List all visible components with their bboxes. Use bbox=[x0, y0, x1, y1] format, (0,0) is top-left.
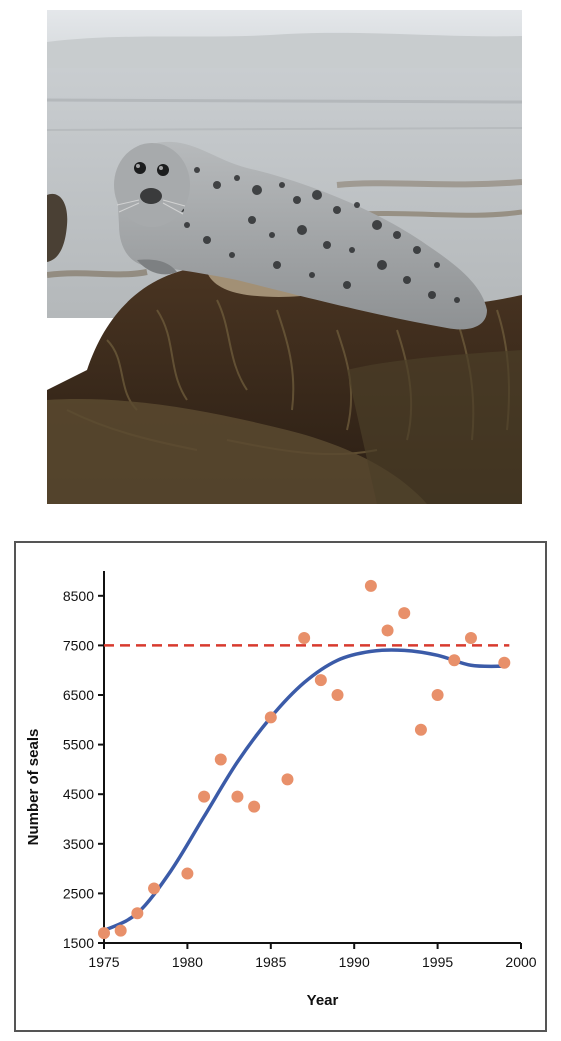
x-tick-label: 1995 bbox=[422, 954, 453, 970]
data-point bbox=[114, 924, 127, 937]
seal-body bbox=[117, 141, 487, 330]
y-tick-label: 3500 bbox=[63, 836, 94, 852]
chart-axes bbox=[103, 571, 521, 944]
x-axis-title: Year bbox=[307, 992, 339, 1009]
data-point bbox=[281, 773, 294, 786]
data-points-layer bbox=[98, 579, 511, 940]
data-point bbox=[248, 800, 261, 813]
y-tick-label: 2500 bbox=[63, 885, 94, 901]
x-axis-ticks: 1975 1980 1985 1990 1995 2000 bbox=[88, 943, 537, 970]
data-point bbox=[398, 607, 411, 620]
data-point bbox=[364, 579, 377, 592]
fitted-curve bbox=[102, 648, 507, 933]
data-point bbox=[381, 624, 394, 637]
data-point bbox=[231, 790, 244, 803]
data-point bbox=[198, 790, 211, 803]
seal-nose bbox=[140, 188, 162, 204]
y-axis-title: Number of seals bbox=[25, 729, 42, 846]
data-point bbox=[298, 631, 311, 644]
data-point bbox=[148, 882, 161, 895]
y-tick-label: 7500 bbox=[63, 637, 94, 653]
data-point bbox=[331, 689, 344, 701]
x-tick-label: 1980 bbox=[172, 954, 203, 970]
data-point bbox=[448, 654, 461, 667]
data-point bbox=[214, 753, 227, 766]
data-point bbox=[131, 907, 144, 920]
y-tick-label: 5500 bbox=[63, 737, 94, 753]
data-point bbox=[498, 656, 511, 669]
seal-photo-art bbox=[47, 10, 522, 504]
seal-eye-right bbox=[157, 164, 169, 176]
y-axis-ticks: 1500 2500 3500 4500 5500 6500 7500 8500 bbox=[63, 588, 104, 951]
chart-frame: 1500 2500 3500 4500 5500 6500 7500 8500 1975 198… bbox=[14, 541, 547, 1032]
seal-eye-left bbox=[134, 162, 146, 174]
data-point bbox=[431, 689, 444, 701]
x-tick-label: 1990 bbox=[339, 954, 370, 970]
data-point bbox=[414, 723, 427, 736]
data-point bbox=[464, 631, 477, 644]
distant-shore bbox=[47, 32, 522, 70]
y-tick-label: 4500 bbox=[63, 786, 94, 802]
y-tick-label: 1500 bbox=[63, 935, 94, 951]
data-point bbox=[264, 711, 277, 724]
data-point bbox=[314, 674, 327, 687]
x-tick-label: 2000 bbox=[505, 954, 536, 970]
seal-spots bbox=[164, 167, 460, 303]
small-rock bbox=[47, 193, 68, 262]
y-tick-label: 8500 bbox=[63, 588, 94, 604]
y-tick-label: 6500 bbox=[63, 687, 94, 703]
fitted-curve-layer bbox=[102, 648, 507, 933]
x-tick-label: 1975 bbox=[88, 954, 119, 970]
population-chart: 1500 2500 3500 4500 5500 6500 7500 8500 1975 198… bbox=[25, 571, 537, 1009]
data-point bbox=[181, 867, 194, 880]
seal-photo bbox=[47, 10, 522, 504]
data-point bbox=[98, 927, 110, 940]
x-tick-label: 1985 bbox=[255, 954, 286, 970]
